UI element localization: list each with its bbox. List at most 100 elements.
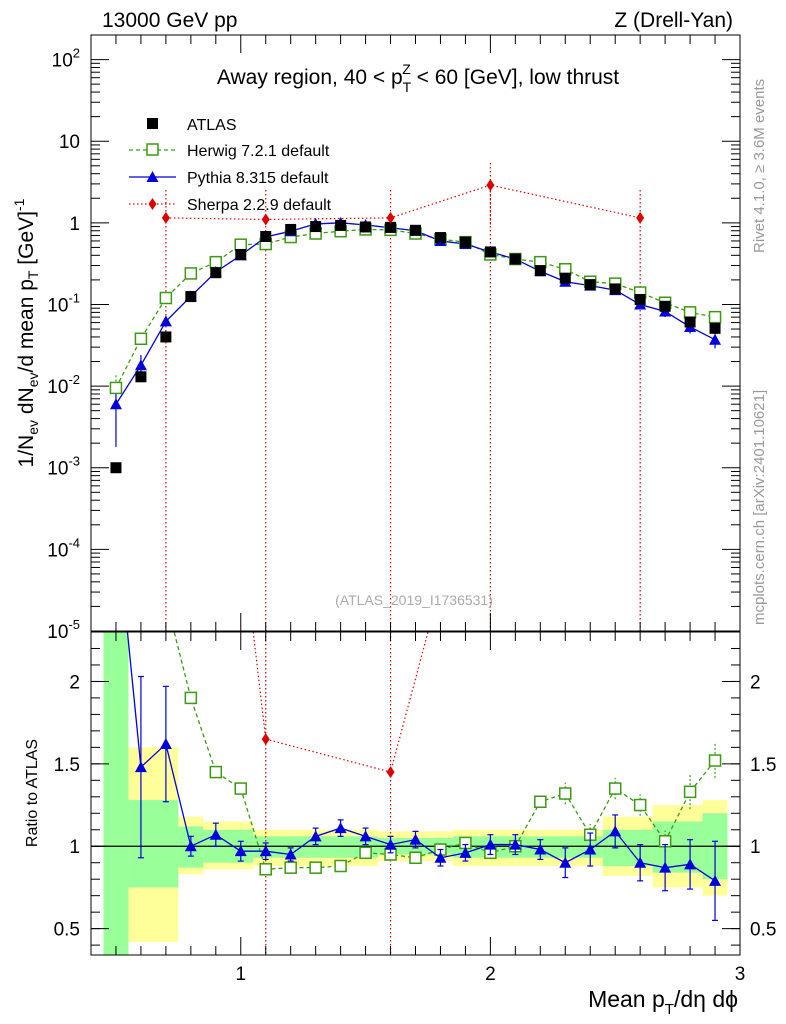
atlas-marker [559,272,571,284]
atlas-marker [410,224,421,236]
herwig-ratio-marker [209,765,223,779]
pythia-ratio-marker [359,830,372,842]
atlas-marker [659,300,671,312]
pythia-ratio-marker [234,845,247,857]
legend-marker-pythia [146,171,159,182]
atlas-marker [160,331,172,343]
pythia-ratio-marker [659,861,672,873]
pythia-ratio-marker [609,825,622,837]
pythia-ratio-marker [709,874,722,886]
ratio-frame [90,631,741,956]
pythia-ratio-marker [159,738,172,750]
x-tick-label: 1 [235,964,246,985]
herwig-ratio-marker [409,851,422,865]
pythia-ratio-marker [409,833,422,845]
atlas-marker [235,248,247,260]
legend-marker-atlas [147,118,158,129]
pythia-ratio-marker [634,856,647,868]
ratio-y-tick-label-right: 2 [750,672,761,693]
ratio-y-tick-label-right: 0.5 [750,920,776,941]
pythia-line [115,222,716,405]
pythia-ratio-marker [110,511,122,522]
herwig-ratio-marker [309,861,322,874]
herwig-ratio-marker [534,795,547,808]
sherpa-marker [486,179,495,192]
x-axis-label: Mean pT/dη dϕ [588,986,738,1018]
herwig-ratio-marker [359,846,372,860]
herwig-ratio-marker [683,785,697,799]
uncertainty-band-green [103,632,129,955]
atlas-marker [285,223,297,235]
legend-label-pythia: Pythia 8.315 default [187,170,329,187]
atlas-marker [434,232,446,244]
herwig-line [115,228,716,389]
pythia-marker [134,359,147,371]
herwig-marker [234,238,248,251]
main-title: Away region, 40 < pTZ < 60 [GeV], low th… [217,61,619,95]
atlas-marker [684,316,696,328]
y-tick-label: 1 [69,214,80,235]
pythia-ratio-marker [584,843,597,855]
y-tick-label: 10-4 [47,535,80,561]
sherpa-ratio-line [252,632,429,773]
legend-label-herwig: Herwig 7.2.1 default [187,143,330,160]
ratio-y-tick-label-right: 1.5 [750,755,776,776]
pythia-ratio-marker [184,840,197,852]
y-tick-label: 10-1 [47,290,80,316]
herwig-marker [134,332,148,346]
atlas-marker [385,221,397,233]
sherpa-marker [261,213,270,226]
pythia-marker [709,333,722,345]
main-panel: 10-5 10-4 10-3 10-2 10-1 1 10 102 Away region, … [11,34,741,643]
sherpa-marker [161,211,170,224]
atlas-marker [634,294,646,306]
atlas-marker [185,291,197,303]
herwig-marker [708,310,722,324]
pythia-ratio-marker [684,858,697,870]
pythia-marker [159,315,172,327]
watermark: (ATLAS_2019_I1736531) [335,592,493,608]
ratio-y-tick-label: 1 [69,837,80,858]
atlas-marker [260,231,272,243]
atlas-marker [584,279,596,291]
atlas-marker [110,462,122,474]
atlas-marker [310,221,322,233]
pythia-ratio-marker [509,838,522,850]
y-tick-label: 10-3 [47,454,80,480]
sherpa-ratio-marker [386,766,395,779]
y-tick-label: 102 [52,46,80,72]
pythia-ratio-marker [209,828,222,840]
pythia-ratio-marker [284,848,297,860]
atlas-marker [210,267,222,279]
atlas-marker [135,371,147,383]
herwig-marker [683,306,697,319]
pythia-ratio-marker [484,838,497,850]
pythia-ratio-marker [534,843,547,855]
pythia-ratio-marker [384,838,397,850]
herwig-marker [159,291,173,305]
y-tick-label: 10 [59,132,80,153]
mcplots-label: mcplots.cern.ch [arXiv:2401.10621] [751,390,768,625]
sherpa-ratio-marker [261,733,270,746]
legend: ATLAS Herwig 7.2.1 default Pythia 8.315 … [129,117,332,214]
legend-marker-sherpa [148,198,157,210]
herwig-ratio-marker [234,782,248,795]
herwig-ratio-marker [608,782,622,795]
pythia-marker [109,398,122,410]
sherpa-marker [386,211,395,224]
herwig-ratio-marker [259,863,272,876]
ratio-panel: 1 2 3 2 2 1.5 1.5 1 1 0.5 0.5 Ratio to ATLAS Mean … [24,511,776,1018]
pythia-ratio-marker [459,846,472,858]
herwig-ratio-marker [334,859,347,873]
ratio-y-tick-label: 2 [69,672,80,693]
atlas-marker [609,283,621,295]
y-tick-label: 10-5 [47,617,80,643]
ratio-y-tick-label-right: 1 [750,837,761,858]
herwig-marker [184,267,198,280]
legend-marker-herwig [146,143,159,156]
ratio-ylabel: Ratio to ATLAS [24,739,41,847]
atlas-marker [534,265,546,277]
herwig-ratio-marker [708,754,722,767]
atlas-marker [335,219,347,231]
